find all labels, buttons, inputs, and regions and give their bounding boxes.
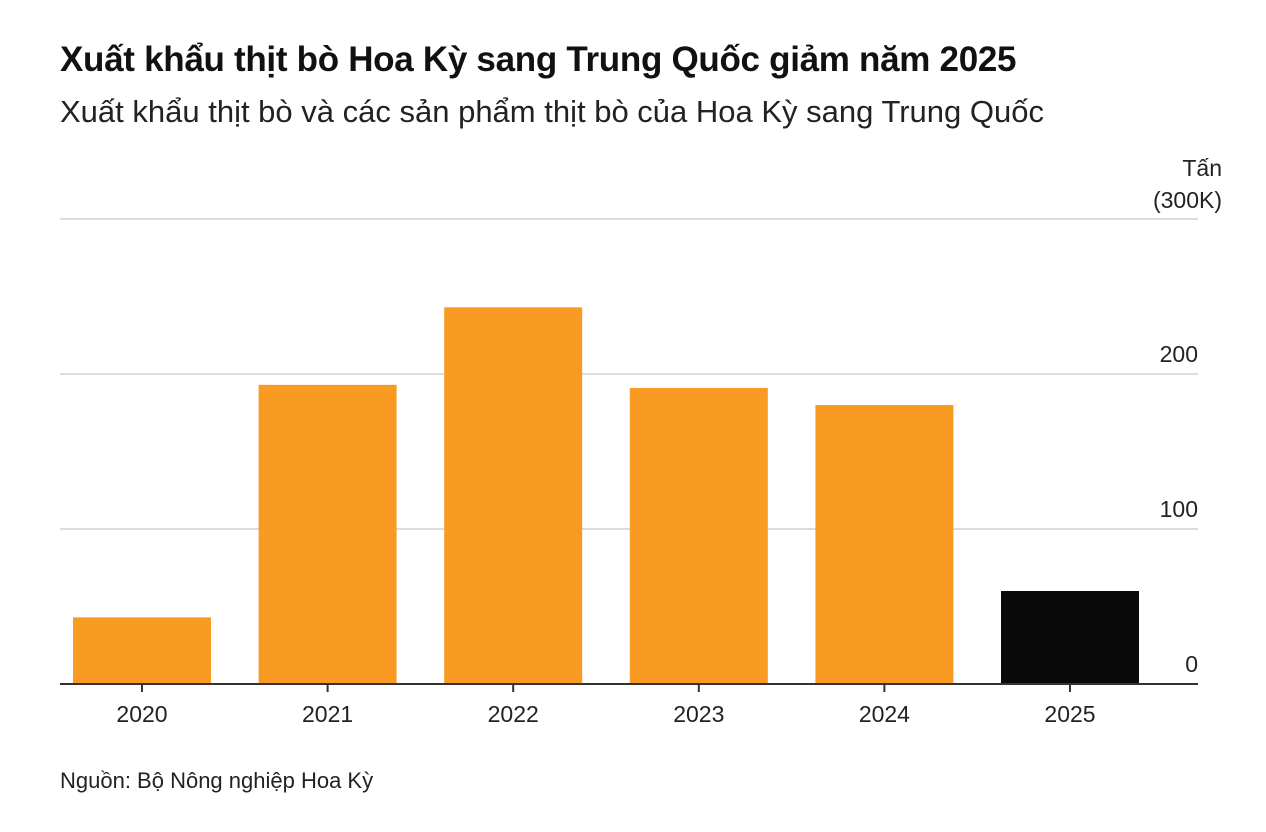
y-tick-labels: 0 100 200 [1160, 341, 1198, 677]
bar-2024 [815, 405, 954, 684]
x-tick-label: 2025 [1044, 701, 1095, 727]
chart-source: Nguồn: Bộ Nông nghiệp Hoa Kỳ [60, 768, 374, 793]
x-tick-label: 2020 [116, 701, 167, 727]
y-axis-unit-label: Tấn [1182, 155, 1222, 181]
bars [73, 307, 1139, 684]
gridlines [60, 218, 1198, 530]
y-tick-label: 200 [1160, 341, 1198, 367]
bar-chart: 0 100 200 2020 2021 2022 2023 2024 2025 [60, 218, 1198, 727]
x-tick-label: 2024 [859, 701, 910, 727]
bar-2025 [1001, 591, 1139, 684]
bar-2023 [629, 387, 768, 684]
y-axis-top-tick-label: (300K) [1152, 187, 1222, 213]
chart-title: Xuất khẩu thịt bò Hoa Kỳ sang Trung Quốc… [60, 40, 1017, 79]
bar-2022 [444, 307, 583, 684]
y-tick-label: 100 [1160, 496, 1198, 522]
y-tick-label: 0 [1185, 651, 1198, 677]
bar-2020 [73, 617, 211, 684]
x-tick-labels: 2020 2021 2022 2023 2024 2025 [116, 684, 1096, 727]
bar-2021 [258, 384, 397, 684]
x-tick-label: 2021 [302, 701, 353, 727]
x-tick-label: 2022 [488, 701, 539, 727]
chart-subtitle: Xuất khẩu thịt bò và các sản phẩm thịt b… [60, 94, 1044, 129]
y-axis-unit: Tấn (300K) [1153, 152, 1222, 216]
x-tick-label: 2023 [673, 701, 724, 727]
